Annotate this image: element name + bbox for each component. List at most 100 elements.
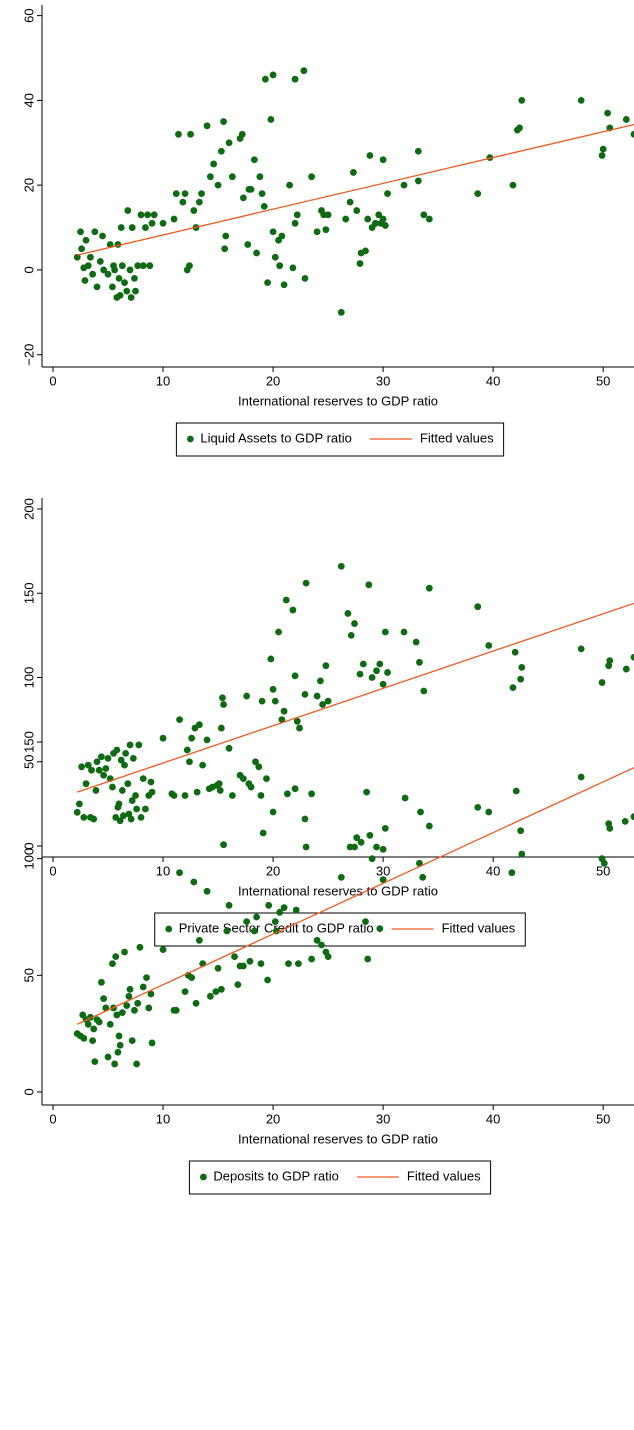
scatter-point bbox=[313, 692, 321, 700]
scatter-point bbox=[353, 207, 361, 214]
legend: Private Sector Credit to GDP ratio Fitted… bbox=[154, 912, 526, 947]
scatter-point bbox=[145, 1004, 153, 1012]
scatter-point bbox=[425, 822, 433, 830]
scatter-point bbox=[91, 228, 99, 236]
scatter-point bbox=[150, 211, 158, 219]
y-tick-label: 100 bbox=[21, 667, 36, 689]
scatter-point bbox=[243, 692, 251, 700]
scatter-point bbox=[214, 964, 222, 972]
scatter-panel: −20 0 20 40 60 0 10 20 30 40 50 International reser… bbox=[21, 5, 634, 457]
scatter-point bbox=[577, 773, 585, 781]
scatter-point bbox=[376, 660, 384, 668]
x-tick-label: 40 bbox=[486, 373, 500, 388]
y-tick-label: 0 bbox=[21, 842, 36, 849]
scatter-point bbox=[186, 758, 193, 766]
scatter-point bbox=[82, 780, 90, 788]
scatter-point bbox=[192, 999, 200, 1007]
scatter-point bbox=[264, 279, 271, 287]
scatter-point bbox=[379, 680, 387, 688]
scatter-point bbox=[278, 716, 286, 724]
scatter-point bbox=[250, 927, 258, 935]
scatter-point bbox=[518, 663, 526, 671]
scatter-point bbox=[93, 283, 101, 291]
scatter-point bbox=[253, 249, 260, 257]
x-tick-label: 50 bbox=[596, 373, 610, 388]
scatter-point bbox=[217, 724, 225, 732]
scatter-point bbox=[474, 190, 482, 198]
scatter-point bbox=[294, 960, 302, 968]
scatter-point bbox=[135, 741, 143, 749]
scatter-point bbox=[366, 831, 374, 839]
scatter-point bbox=[275, 628, 282, 636]
scatter-point bbox=[368, 855, 376, 863]
scatter-point bbox=[117, 756, 125, 764]
scatter-point bbox=[278, 232, 286, 240]
scatter-point bbox=[115, 1032, 123, 1040]
scatter-point bbox=[276, 908, 284, 916]
scatter-point bbox=[518, 850, 526, 858]
scatter-point bbox=[222, 232, 230, 240]
x-tick-label: 0 bbox=[49, 863, 56, 878]
y-tick-label: 0 bbox=[21, 266, 36, 273]
scatter-point bbox=[368, 674, 376, 681]
scatter-point bbox=[219, 694, 226, 702]
scatter-point bbox=[76, 800, 83, 808]
scatter-point bbox=[142, 224, 149, 231]
scatter-point bbox=[231, 953, 238, 961]
scatter-point bbox=[280, 281, 288, 289]
scatter-point bbox=[159, 734, 167, 742]
scatter-point bbox=[104, 1053, 112, 1061]
scatter-point bbox=[261, 75, 269, 83]
scatter-point bbox=[175, 130, 182, 138]
scatter-point bbox=[577, 96, 585, 104]
scatter-point bbox=[375, 211, 383, 219]
scatter-point bbox=[291, 219, 299, 227]
scatter-point bbox=[416, 658, 423, 666]
scatter-point bbox=[373, 843, 380, 851]
scatter-point bbox=[351, 620, 358, 627]
scatter-point bbox=[400, 628, 408, 636]
scatter-point bbox=[322, 662, 330, 670]
scatter-point bbox=[337, 308, 345, 316]
scatter-point bbox=[337, 562, 345, 570]
scatter-point bbox=[301, 690, 309, 698]
scatter-point bbox=[172, 1006, 180, 1014]
scatter-point bbox=[630, 813, 634, 821]
x-tick-label: 40 bbox=[486, 1111, 500, 1126]
x-tick-label: 10 bbox=[156, 863, 170, 878]
scatter-point bbox=[89, 1037, 97, 1045]
scatter-point bbox=[111, 266, 119, 274]
scatter-point bbox=[148, 1039, 156, 1047]
scatter-point bbox=[102, 765, 110, 772]
scatter-point bbox=[181, 988, 189, 996]
scatter-point bbox=[255, 763, 263, 771]
scatter-point bbox=[95, 766, 103, 774]
scatter-point bbox=[134, 999, 142, 1007]
scatter-point bbox=[139, 775, 147, 783]
scatter-point bbox=[301, 815, 309, 823]
scatter-point bbox=[123, 287, 131, 295]
scatter-point bbox=[122, 749, 130, 757]
scatter-point bbox=[116, 817, 124, 825]
scatter-point bbox=[280, 904, 288, 912]
scatter-point bbox=[356, 260, 364, 267]
scatter-point bbox=[199, 761, 207, 769]
scatter-point bbox=[118, 1009, 126, 1017]
scatter-point bbox=[244, 241, 252, 248]
plot-area bbox=[73, 67, 634, 316]
scatter-point bbox=[517, 827, 525, 835]
scatter-point bbox=[90, 815, 98, 823]
scatter-point bbox=[250, 156, 258, 164]
scatter-point bbox=[416, 859, 423, 867]
fitted-line bbox=[77, 602, 634, 793]
scatter-point bbox=[308, 173, 315, 181]
scatter-point bbox=[87, 253, 94, 261]
scatter-point bbox=[414, 147, 422, 155]
scatter-point bbox=[364, 215, 372, 223]
scatter-point bbox=[134, 262, 142, 270]
scatter-point bbox=[210, 160, 218, 168]
scatter-point bbox=[91, 1058, 99, 1066]
scatter-point bbox=[121, 948, 128, 956]
scatter-point bbox=[225, 901, 233, 909]
